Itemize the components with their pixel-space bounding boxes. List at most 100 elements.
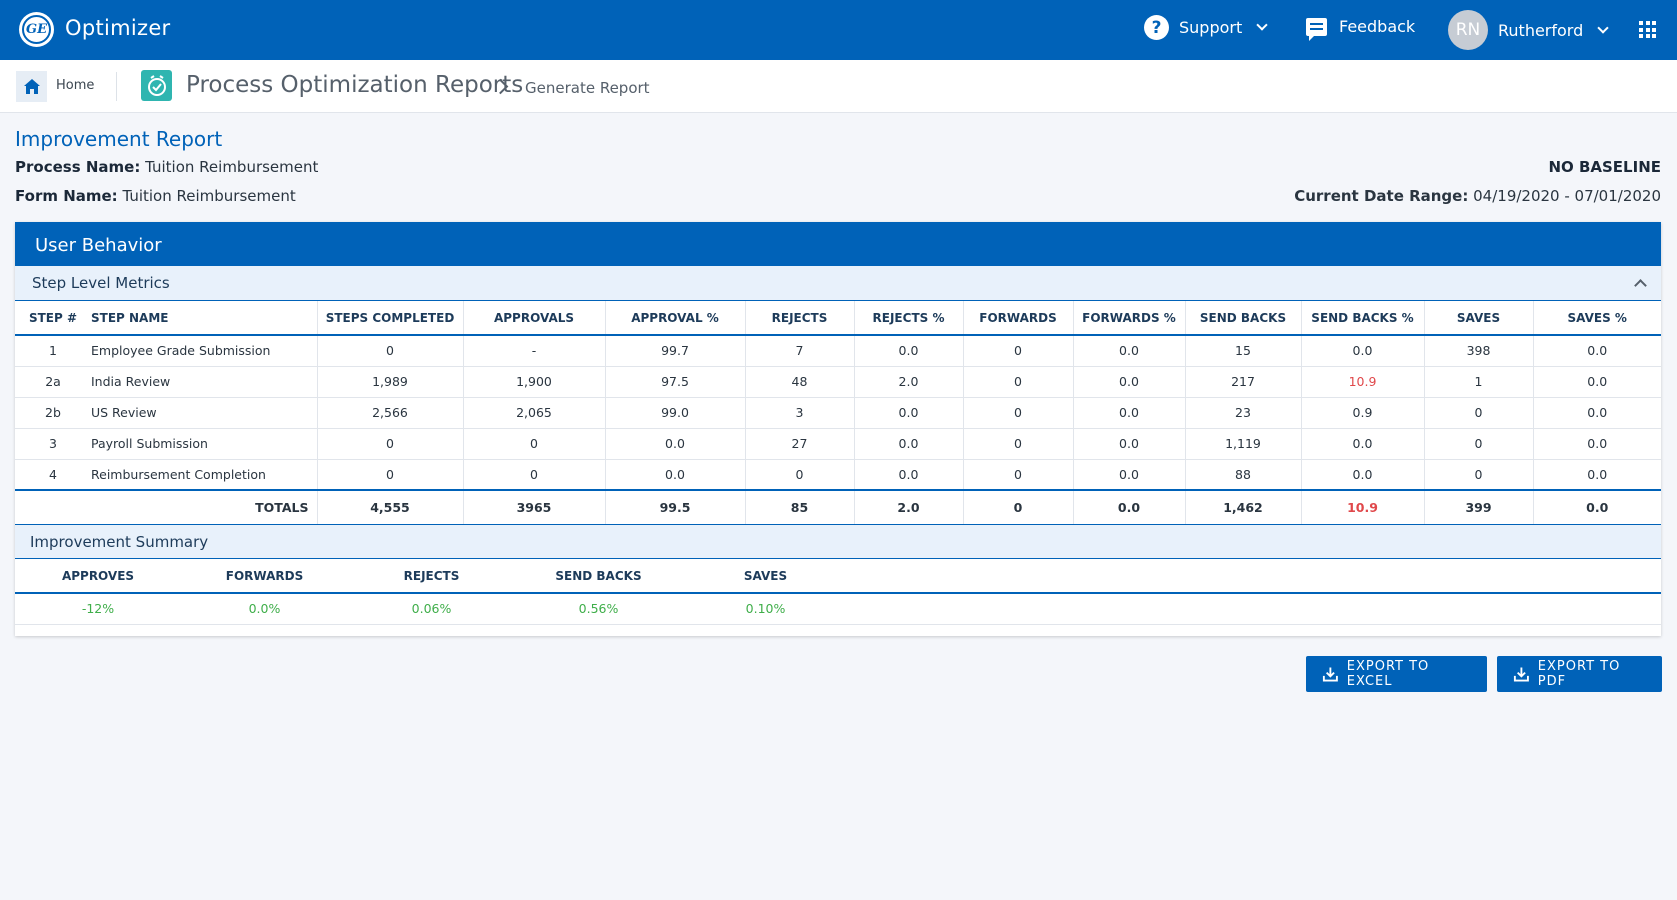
export-excel-label: EXPORT TO EXCEL	[1346, 659, 1430, 689]
table-cell: 0	[745, 459, 855, 491]
improvement-summary-table: APPROVES FORWARDS REJECTS SEND BACKS SAVES -…	[15, 559, 1661, 625]
home-icon[interactable]	[16, 71, 47, 102]
table-cell: 4	[15, 459, 91, 491]
totals-cell: 399	[1424, 489, 1534, 524]
table-cell: 0	[963, 459, 1074, 491]
table-cell: India Review	[91, 366, 318, 398]
ge-logo-icon[interactable]: GE	[19, 12, 54, 47]
table-cell: 0.0	[1533, 366, 1661, 398]
totals-cell: 3965	[463, 489, 606, 524]
section-title: Improvement Summary	[30, 533, 209, 551]
table-cell: 0	[317, 335, 464, 367]
column-header: SAVES	[1424, 301, 1534, 336]
help-icon: ?	[1144, 15, 1169, 40]
table-header-row: APPROVES FORWARDS REJECTS SEND BACKS SAVES	[15, 559, 1661, 594]
feedback-icon	[1306, 17, 1327, 41]
table-row: 1 Employee Grade Submission 0-99.7 7 0.0 0 0.0…	[15, 335, 1661, 367]
table-cell: 0.0	[605, 459, 746, 491]
avatar: RN	[1448, 10, 1488, 50]
section-title: Step Level Metrics	[32, 274, 170, 292]
column-header: APPROVAL %	[605, 301, 746, 336]
table-cell: 1,119	[1185, 428, 1302, 460]
export-excel-button[interactable]: EXPORT TO EXCEL	[1306, 656, 1487, 692]
chevron-down-icon	[1256, 19, 1268, 31]
table-row: 2a India Review 1,989 1,900 97.5 48 2.0 0 0.0 217…	[15, 366, 1661, 398]
download-icon	[1513, 667, 1529, 682]
table-cell: 3	[745, 397, 855, 429]
table-cell: 0.0	[1073, 366, 1186, 398]
table-cell: 0.0	[854, 459, 964, 491]
column-header: SAVES	[682, 559, 849, 594]
table-cell: 15	[1185, 335, 1302, 367]
summary-value: 0.06%	[348, 593, 515, 625]
table-cell: 7	[745, 335, 855, 367]
download-icon	[1322, 667, 1338, 682]
column-header: REJECTS	[348, 559, 515, 594]
breadcrumb-home-link[interactable]: Home	[56, 78, 95, 93]
totals-cell: 99.5	[605, 489, 746, 524]
form-name-row: Form Name: Tuition Reimbursement	[15, 187, 296, 205]
table-cell: 0	[963, 335, 1074, 367]
table-cell: US Review	[91, 397, 318, 429]
table-cell: 0	[963, 366, 1074, 398]
table-cell: Employee Grade Submission	[91, 335, 318, 367]
table-cell: 2a	[15, 366, 91, 398]
baseline-status: NO BASELINE	[1548, 158, 1661, 176]
column-header: SEND BACKS	[1185, 301, 1302, 336]
column-header: FORWARDS	[963, 301, 1074, 336]
table-cell: 398	[1424, 335, 1534, 367]
table-cell: 0	[963, 397, 1074, 429]
support-label: Support	[1179, 18, 1243, 37]
table-header-row: STEP # STEP NAME STEPS COMPLETED APPROVALS A…	[15, 301, 1661, 336]
table-cell: 0.0	[1533, 428, 1661, 460]
support-menu[interactable]: ? Support	[1144, 15, 1268, 40]
feedback-label: Feedback	[1339, 17, 1416, 36]
spacer	[849, 559, 1661, 594]
table-cell: 0.0	[1073, 459, 1186, 491]
table-cell: 0	[1424, 397, 1534, 429]
breadcrumb: Home Process Optimization Reports Genera…	[0, 60, 1677, 113]
user-name: Rutherford	[1498, 20, 1584, 40]
totals-cell: 10.9	[1301, 489, 1425, 524]
table-cell: -	[463, 335, 606, 367]
table-cell: 0.0	[1301, 335, 1425, 367]
table-cell: 0.0	[605, 428, 746, 460]
logo-monogram: GE	[22, 15, 51, 44]
date-range-label: Current Date Range:	[1294, 187, 1469, 205]
column-header: SAVES %	[1533, 301, 1661, 336]
totals-cell: 0.0	[1073, 489, 1186, 524]
summary-value: 0.56%	[515, 593, 682, 625]
table-cell: 0.0	[1301, 428, 1425, 460]
summary-value: -12%	[15, 593, 181, 625]
totals-cell: 0	[963, 489, 1074, 524]
table-cell: 0.0	[854, 428, 964, 460]
app-launcher-grid-icon[interactable]	[1639, 21, 1656, 38]
table-cell: 10.9	[1301, 366, 1425, 398]
table-cell: 1,900	[463, 366, 606, 398]
table-cell: 2.0	[854, 366, 964, 398]
column-header: STEPS COMPLETED	[317, 301, 464, 336]
table-cell: 0.0	[1533, 397, 1661, 429]
table-row: 3 Payroll Submission 0 0 0.0 27 0.0 0 0.0 1,119 0.…	[15, 428, 1661, 460]
feedback-button[interactable]: Feedback	[1306, 17, 1416, 41]
column-header: STEP NAME	[91, 301, 318, 336]
user-menu[interactable]: RN Rutherford	[1448, 10, 1609, 50]
user-behavior-card: User Behavior Step Level Metrics STEP # S…	[15, 222, 1661, 636]
table-cell: Reimbursement Completion	[91, 459, 318, 491]
export-pdf-button[interactable]: EXPORT TO PDF	[1497, 656, 1662, 692]
step-level-metrics-header[interactable]: Step Level Metrics	[15, 266, 1661, 301]
chevron-up-icon[interactable]	[1634, 279, 1647, 292]
table-cell: 0.0	[1533, 459, 1661, 491]
step-metrics-table: STEP # STEP NAME STEPS COMPLETED APPROVALS A…	[15, 301, 1661, 524]
column-header: FORWARDS %	[1073, 301, 1186, 336]
totals-cell: 1,462	[1185, 489, 1302, 524]
breadcrumb-app-link[interactable]: Process Optimization Reports	[186, 72, 524, 98]
process-optimization-app-icon	[141, 70, 172, 101]
chevron-down-icon	[1597, 21, 1609, 34]
table-cell: 0	[963, 428, 1074, 460]
process-name-label: Process Name:	[15, 158, 141, 176]
table-cell: 0.0	[1533, 335, 1661, 367]
column-header: REJECTS %	[854, 301, 964, 336]
column-header: SEND BACKS %	[1301, 301, 1425, 336]
table-cell: 0	[1424, 459, 1534, 491]
